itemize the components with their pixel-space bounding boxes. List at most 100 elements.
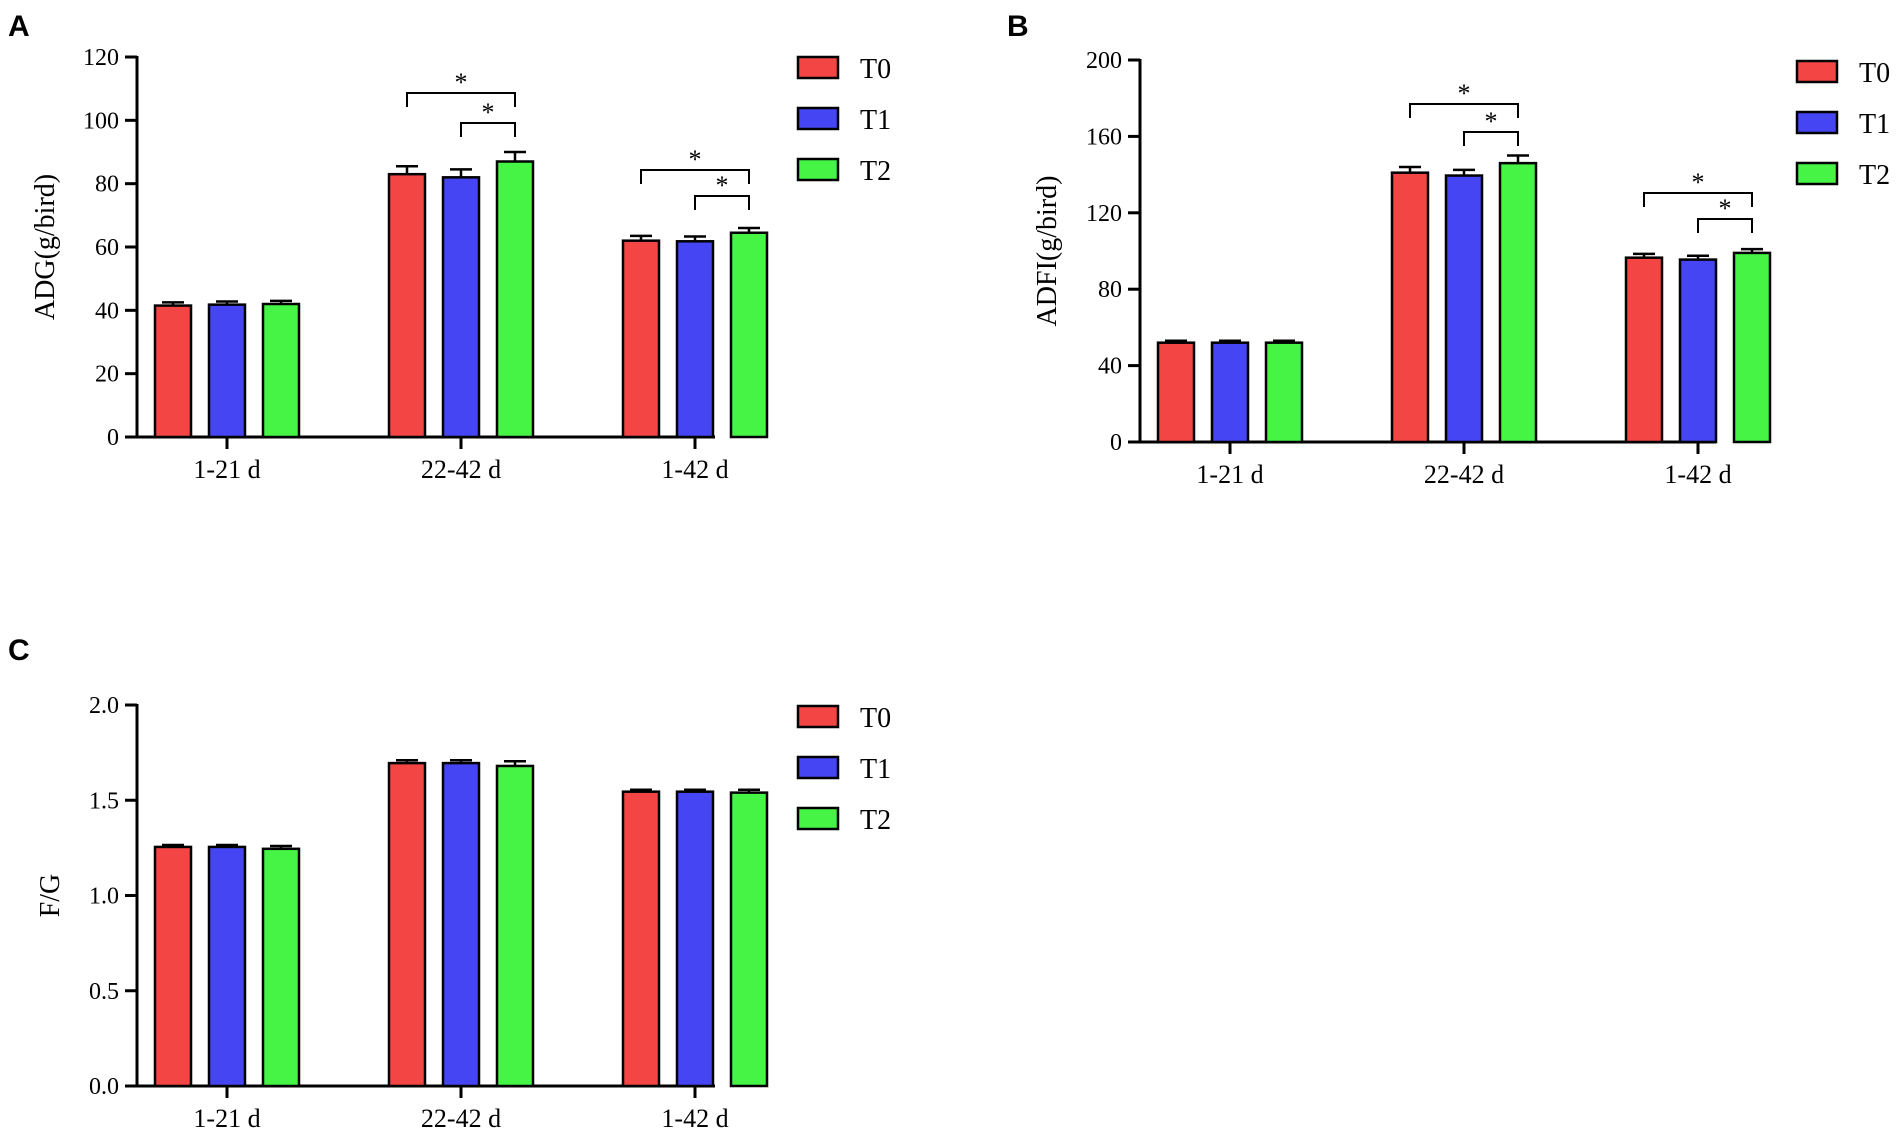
panel-c: C 0.0 0.5 1.0 1.5 2.0 F/G 1-21 d 22-42 d 1-42 d T0…	[8, 634, 891, 1133]
bar-t1	[441, 176, 481, 439]
x-tick-label: 1-21 d	[193, 1104, 260, 1133]
x-tick-label: 1-42 d	[661, 1104, 728, 1133]
bar-t2	[1264, 341, 1304, 444]
legend-item-t0: T0	[796, 54, 891, 85]
bar-t0	[1156, 341, 1196, 444]
significance-bracket: *	[694, 171, 750, 210]
bracket-line	[1409, 103, 1519, 118]
legend-item-t0: T0	[796, 703, 891, 734]
legend: T0 T1 T2	[796, 703, 891, 836]
legend-label: T2	[860, 805, 891, 836]
legend-swatch	[1795, 59, 1839, 84]
bar-t2	[1732, 251, 1772, 444]
bar-t2	[729, 231, 769, 439]
bar-t1	[1678, 258, 1718, 444]
bar-t2	[261, 302, 301, 439]
panel-b: B 0 40 80 120 160 200 ADFI(g/bird) 1-21 d 22-42 d…	[1007, 10, 1890, 489]
bar-t2	[495, 160, 535, 439]
panel-label: C	[8, 634, 30, 667]
legend-swatch	[1795, 110, 1839, 135]
bracket-line	[1463, 131, 1519, 146]
significance-bracket: *	[1463, 107, 1519, 146]
significance-bracket: *	[1409, 79, 1519, 118]
legend-item-t1: T1	[1795, 109, 1890, 140]
x-tick-label: 1-42 d	[661, 455, 728, 484]
legend-label: T2	[1859, 160, 1890, 191]
bracket-line	[1697, 218, 1753, 233]
bracket-line	[640, 169, 750, 184]
legend-label: T1	[1859, 109, 1890, 140]
y-tick-label: 100	[83, 108, 119, 134]
bar-t1	[207, 845, 247, 1088]
legend-swatch	[1795, 161, 1839, 186]
panel-label: A	[8, 10, 30, 43]
bar-t1	[1444, 174, 1484, 444]
y-tick-label: 1.5	[89, 788, 119, 814]
bar-t2	[261, 847, 301, 1088]
significance-bracket: *	[1697, 194, 1753, 233]
y-tick-label: 80	[1098, 277, 1122, 303]
bracket-line	[694, 195, 750, 210]
bracket-line	[460, 122, 516, 137]
bracket-line	[1643, 192, 1753, 207]
significance-label: *	[689, 145, 702, 174]
significance-label: *	[455, 68, 468, 97]
y-tick-label: 0.0	[89, 1074, 119, 1100]
legend-swatch	[796, 106, 840, 131]
bar-t0	[153, 304, 193, 439]
legend-item-t2: T2	[796, 156, 891, 187]
y-tick-label: 40	[95, 298, 119, 324]
significance-label: *	[1458, 79, 1471, 108]
legend-label: T0	[860, 54, 891, 85]
panel-label: B	[1007, 10, 1029, 43]
significance-bracket: *	[1643, 168, 1753, 207]
y-tick-label: 0	[1110, 430, 1122, 456]
legend-item-t0: T0	[1795, 58, 1890, 89]
legend-label: T0	[860, 703, 891, 734]
y-tick-label: 20	[95, 362, 119, 388]
bar-t1	[675, 790, 715, 1088]
legend: T0 T1 T2	[1795, 58, 1890, 191]
bracket-line	[406, 92, 516, 107]
legend-item-t1: T1	[796, 105, 891, 136]
legend-swatch	[796, 704, 840, 729]
bar-t1	[675, 240, 715, 439]
bar-t0	[1624, 256, 1664, 444]
significance-label: *	[1719, 194, 1732, 223]
bar-t2	[1498, 161, 1538, 444]
bar-t1	[207, 303, 247, 439]
legend: T0 T1 T2	[796, 54, 891, 187]
x-tick-label: 22-42 d	[1424, 460, 1504, 489]
bar-t0	[621, 790, 661, 1088]
significance-label: *	[1692, 168, 1705, 197]
bar-t0	[387, 761, 427, 1088]
y-tick-label: 2.0	[89, 693, 119, 719]
bar-t2	[729, 791, 769, 1088]
legend-label: T1	[860, 754, 891, 785]
x-tick-label: 22-42 d	[421, 455, 501, 484]
legend-label: T2	[860, 156, 891, 187]
significance-bracket: *	[406, 68, 516, 107]
legend-item-t2: T2	[1795, 160, 1890, 191]
y-axis-label: F/G	[35, 874, 66, 918]
legend-item-t2: T2	[796, 805, 891, 836]
y-tick-label: 0.5	[89, 979, 119, 1005]
y-tick-label: 60	[95, 235, 119, 261]
x-tick-label: 1-21 d	[1196, 460, 1263, 489]
bar-t2	[495, 764, 535, 1088]
y-tick-label: 40	[1098, 354, 1122, 380]
significance-label: *	[482, 98, 495, 127]
y-axis-label: ADG(g/bird)	[30, 174, 61, 320]
y-tick-label: 1.0	[89, 884, 119, 910]
y-tick-label: 120	[83, 45, 119, 71]
significance-bracket: *	[460, 98, 516, 137]
legend-swatch	[796, 157, 840, 182]
significance-bracket: *	[640, 145, 750, 184]
y-tick-label: 200	[1086, 48, 1122, 74]
bar-t0	[153, 845, 193, 1088]
legend-swatch	[796, 55, 840, 80]
legend-label: T0	[1859, 58, 1890, 89]
x-tick-label: 1-42 d	[1664, 460, 1731, 489]
bar-t0	[1390, 171, 1430, 444]
